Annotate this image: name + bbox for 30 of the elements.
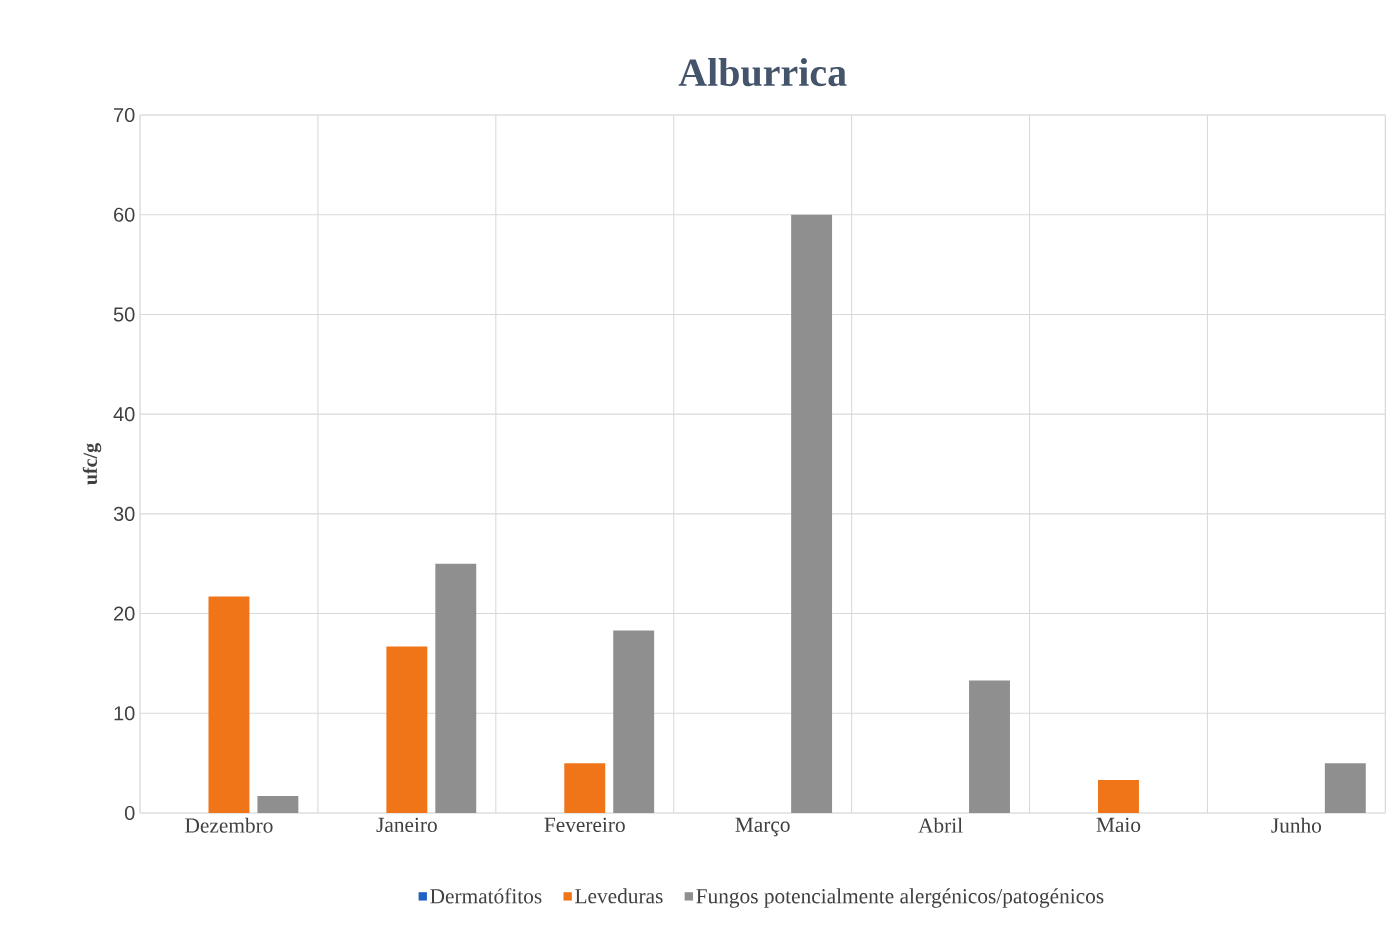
legend-label: Dermatófitos [430,888,542,904]
bar [791,214,833,813]
x-tick-label: Maio [1096,817,1141,833]
x-tick-label: Junho [1271,817,1322,833]
x-tick-label: Fevereiro [544,817,625,833]
chart-title: Alburrica [678,58,847,87]
y-tick-label: 70 [114,107,135,123]
bar [435,563,477,813]
y-tick-label: 50 [113,307,135,322]
bar [1324,763,1366,813]
y-tick-label: 30 [113,506,135,521]
y-tick-label: 40 [113,407,135,422]
bar [208,596,250,813]
y-tick-label: 20 [114,606,135,621]
y-axis-title: ufc/g [82,443,102,485]
y-tick-label: 60 [114,207,135,222]
bar [386,646,428,813]
legend-label: Fungos potencialmente alergénicos/patogénicos [696,888,1104,908]
x-tick-label: Abril [918,817,963,833]
bar [564,763,606,813]
legend-label: Leveduras [575,888,663,904]
y-tick-label: 0 [124,805,135,821]
bar [1098,780,1139,813]
bar [969,680,1010,813]
x-tick-label: Dezembro [185,817,273,833]
x-tick-label: Março [735,817,790,837]
bar [613,630,655,813]
bar [257,796,299,813]
y-tick-label: 10 [114,706,135,721]
x-tick-label: Janeiro [376,817,437,833]
